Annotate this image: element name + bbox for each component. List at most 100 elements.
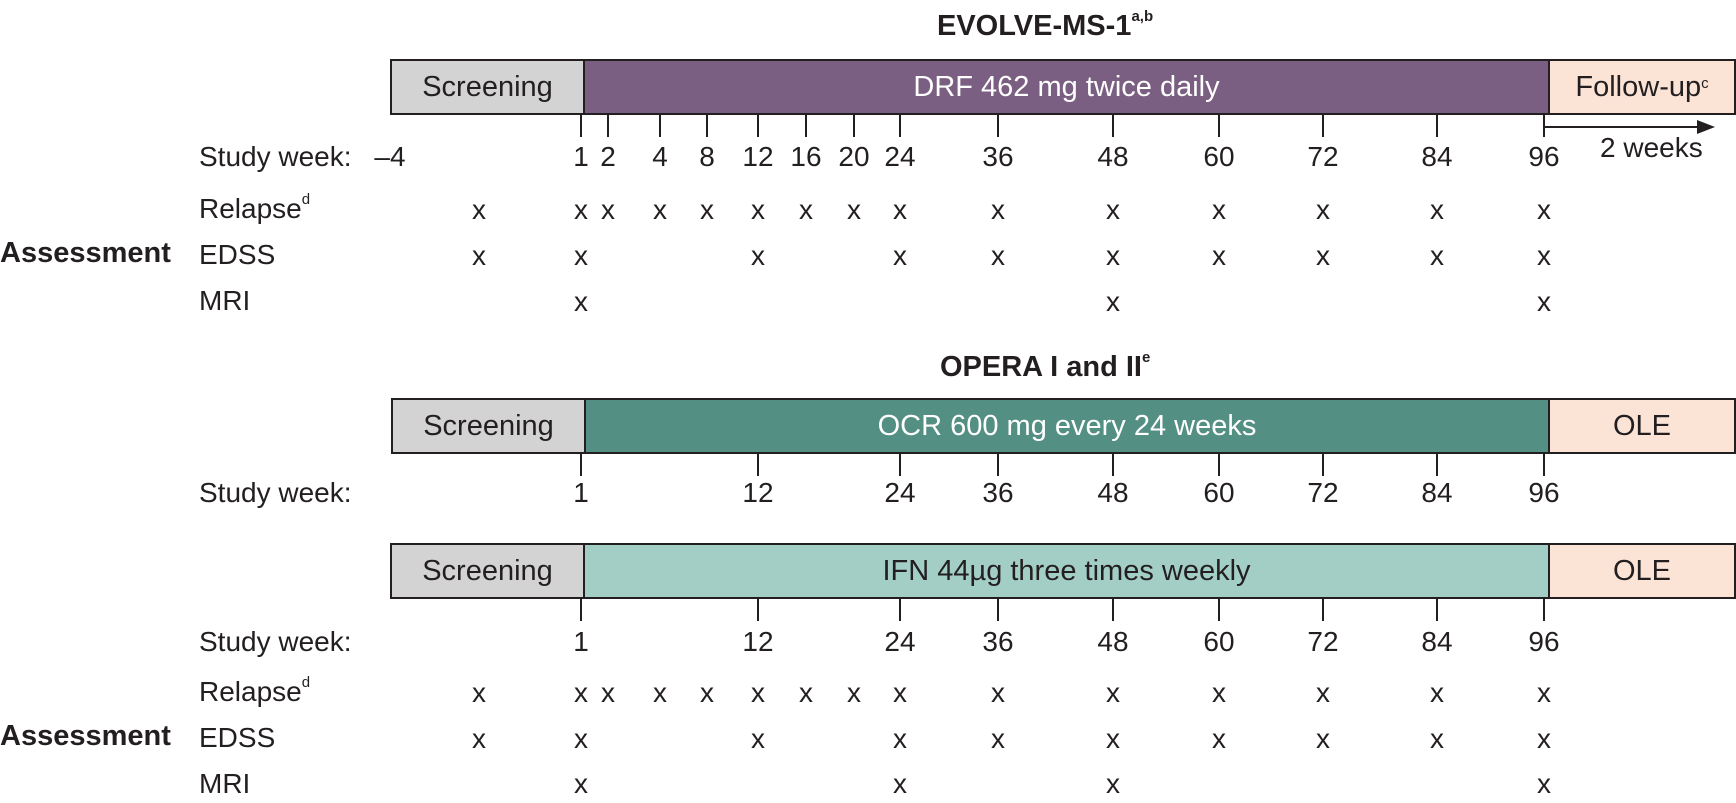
opera-ocr-week-label: 1 <box>573 477 589 508</box>
evolve-relapse-mark: x <box>893 194 907 225</box>
opera-edss-mark: x <box>1106 723 1120 754</box>
opera-title: OPERA I and IIe <box>940 349 1151 383</box>
evolve-tick-week-5 <box>757 115 759 137</box>
opera-relapse-mark: x <box>472 677 486 708</box>
opera-ifn-tick-week-8 <box>1543 599 1545 621</box>
opera-ifn-screening-segment: Screening <box>392 545 583 597</box>
evolve-week-label: 72 <box>1307 141 1339 172</box>
opera-ocr-ole-segment: OLE <box>1548 400 1734 452</box>
opera-relapse-label: Relapsed <box>199 674 311 707</box>
evolve-followup-segment: Follow-up c <box>1548 61 1734 113</box>
evolve-tick-week-9 <box>997 115 999 137</box>
opera-edss-mark: x <box>472 723 486 754</box>
opera-ocr-week-label: 36 <box>982 477 1014 508</box>
evolve-edss-mark: x <box>1430 240 1444 271</box>
opera-relapse-mark: x <box>799 677 813 708</box>
evolve-tick-week-7 <box>853 115 855 137</box>
opera-ifn-tick-week-7 <box>1436 599 1438 621</box>
evolve-mri-mark: x <box>1106 286 1120 317</box>
opera-edss-mark: x <box>1316 723 1330 754</box>
evolve-tick-week-1 <box>580 115 582 137</box>
opera-relapse-mark: x <box>1537 677 1551 708</box>
evolve-week-label: 8 <box>699 141 715 172</box>
evolve-screening-segment: Screening <box>392 61 583 113</box>
opera-ifn-tick-week-4 <box>1112 599 1114 621</box>
opera-ifn-treatment-segment: IFN 44µg three times weekly <box>583 545 1548 597</box>
opera-ocr-tick-week-4 <box>1112 454 1114 476</box>
opera-ifn-week-label: 84 <box>1421 626 1453 657</box>
opera-ifn-week-label: 24 <box>884 626 916 657</box>
opera-relapse-mark: x <box>847 677 861 708</box>
opera-ifn-tick-week-2 <box>899 599 901 621</box>
evolve-tick-week-3 <box>659 115 661 137</box>
opera-edss-label: EDSS <box>199 722 276 753</box>
opera-ifn-tick-week-1 <box>757 599 759 621</box>
opera-ocr-tick-week-6 <box>1322 454 1324 476</box>
opera-relapse-mark: x <box>893 677 907 708</box>
evolve-week-label: 16 <box>790 141 822 172</box>
evolve-edss-mark: x <box>472 240 486 271</box>
opera-ifn-week-label: 72 <box>1307 626 1339 657</box>
evolve-drf-treatment-segment: DRF 462 mg twice daily <box>583 61 1548 113</box>
evolve-study-week-label: Study week: <box>199 141 352 172</box>
evolve-relapse-mark: x <box>751 194 765 225</box>
opera-assessment-label: Assessment <box>0 720 171 752</box>
opera-mri-label: MRI <box>199 768 251 799</box>
opera-ifn-tick-week-3 <box>997 599 999 621</box>
evolve-relapse-mark: x <box>799 194 813 225</box>
evolve-relapse-mark: x <box>700 194 714 225</box>
opera-ocr-tick-week-1 <box>757 454 759 476</box>
evolve-week-label: 84 <box>1421 141 1453 172</box>
evolve-tick-week-2 <box>607 115 609 137</box>
evolve-relapse-mark: x <box>601 194 615 225</box>
evolve-week-label: 20 <box>838 141 870 172</box>
opera-relapse-mark: x <box>1430 677 1444 708</box>
evolve-followup-arrow-line <box>1545 126 1697 128</box>
evolve-followup-label: Follow-up <box>1575 70 1702 103</box>
evolve-relapse-mark: x <box>1106 194 1120 225</box>
opera-ifn-week-label: 12 <box>742 626 774 657</box>
evolve-relapse-mark: x <box>991 194 1005 225</box>
evolve-edss-mark: x <box>1316 240 1330 271</box>
opera-ocr-tick-week-3 <box>997 454 999 476</box>
evolve-tick-week-4 <box>706 115 708 137</box>
evolve-relapse-mark: x <box>653 194 667 225</box>
evolve-week-label: 60 <box>1203 141 1235 172</box>
evolve-tick-week-6 <box>805 115 807 137</box>
opera-mri-mark: x <box>1106 768 1120 799</box>
evolve-week-label: 24 <box>884 141 916 172</box>
opera-ocr-tick-week-2 <box>899 454 901 476</box>
evolve-week-label: 4 <box>652 141 668 172</box>
evolve-edss-mark: x <box>991 240 1005 271</box>
opera-ifn-week-label: 48 <box>1097 626 1129 657</box>
evolve-mri-mark: x <box>574 286 588 317</box>
opera-ifn-week-label: 36 <box>982 626 1014 657</box>
opera-ocr-tick-week-0 <box>580 454 582 476</box>
evolve-edss-mark: x <box>1537 240 1551 271</box>
opera-ocr-week-label: 96 <box>1528 477 1560 508</box>
opera-ocr-tick-week-8 <box>1543 454 1545 476</box>
opera-edss-mark: x <box>991 723 1005 754</box>
evolve-week-label: 48 <box>1097 141 1129 172</box>
opera-ocr-treatment-segment: OCR 600 mg every 24 weeks <box>584 400 1548 452</box>
opera-ocr-week-label: 72 <box>1307 477 1339 508</box>
evolve-edss-mark: x <box>574 240 588 271</box>
evolve-relapse-mark: x <box>1212 194 1226 225</box>
opera-ocr-week-label: 12 <box>742 477 774 508</box>
opera-edss-mark: x <box>1537 723 1551 754</box>
opera-ifn-timeline-bar: Screening IFN 44µg three times weekly OL… <box>390 543 1736 599</box>
opera-ocr-week-label: 60 <box>1203 477 1235 508</box>
evolve-arrow-label: 2 weeks <box>1600 132 1703 163</box>
opera-mri-mark: x <box>574 768 588 799</box>
evolve-relapse-mark: x <box>1430 194 1444 225</box>
opera-ifn-week-label: 1 <box>573 626 589 657</box>
opera-relapse-mark: x <box>1316 677 1330 708</box>
evolve-title: EVOLVE-MS-1a,b <box>937 8 1154 42</box>
opera-ocr-week-label: 48 <box>1097 477 1129 508</box>
evolve-mri-mark: x <box>1537 286 1551 317</box>
opera-edss-mark: x <box>1430 723 1444 754</box>
opera-ocr-tick-week-5 <box>1218 454 1220 476</box>
evolve-tick-week-11 <box>1218 115 1220 137</box>
evolve-tick-week-10 <box>1112 115 1114 137</box>
opera-edss-mark: x <box>1212 723 1226 754</box>
